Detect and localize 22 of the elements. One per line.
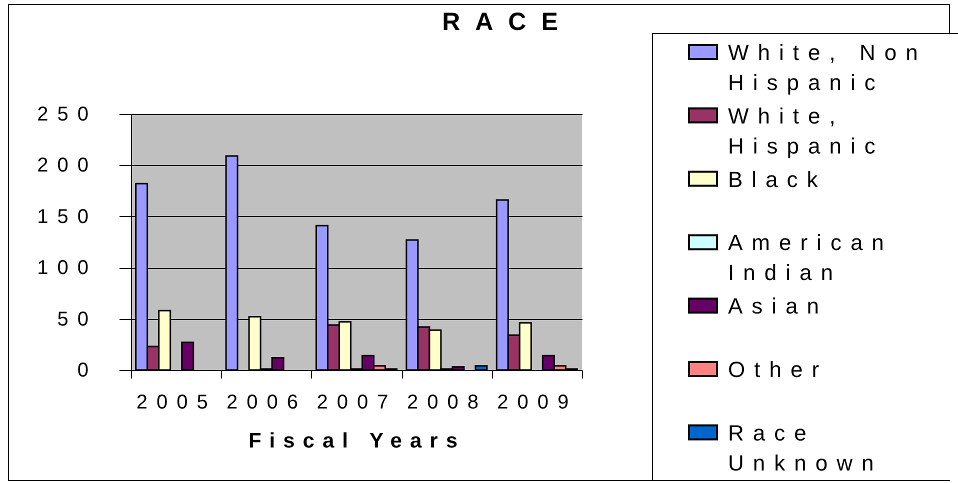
- legend-label: American Indian: [728, 230, 893, 286]
- legend-label: White, Hispanic: [728, 103, 884, 158]
- x-axis-title: Fiscal Years: [248, 430, 466, 452]
- x-tick-label: 2007: [316, 392, 398, 414]
- y-tick-label: 150: [37, 206, 98, 228]
- legend-label: Black: [728, 166, 827, 192]
- y-tick-label: 200: [37, 154, 98, 177]
- y-tick-label: 0: [77, 360, 98, 382]
- y-tick-label: 50: [57, 308, 98, 330]
- legend-label: Asian: [728, 294, 828, 319]
- bar: [474, 365, 488, 371]
- legend-label: Race Unknown: [728, 420, 883, 476]
- legend-label: Other: [728, 357, 828, 382]
- x-tick-label: 2008: [406, 392, 488, 414]
- bar: [181, 342, 194, 371]
- legend-label: White, Non Hispanic: [728, 40, 927, 95]
- x-tick-label: 2009: [497, 392, 578, 414]
- y-tick-label: 250: [37, 104, 98, 126]
- x-tick-label: 2005: [136, 392, 217, 414]
- y-tick-label: 100: [37, 257, 98, 280]
- x-tick-label: 2006: [226, 392, 308, 414]
- chart-title: RACE: [442, 8, 573, 36]
